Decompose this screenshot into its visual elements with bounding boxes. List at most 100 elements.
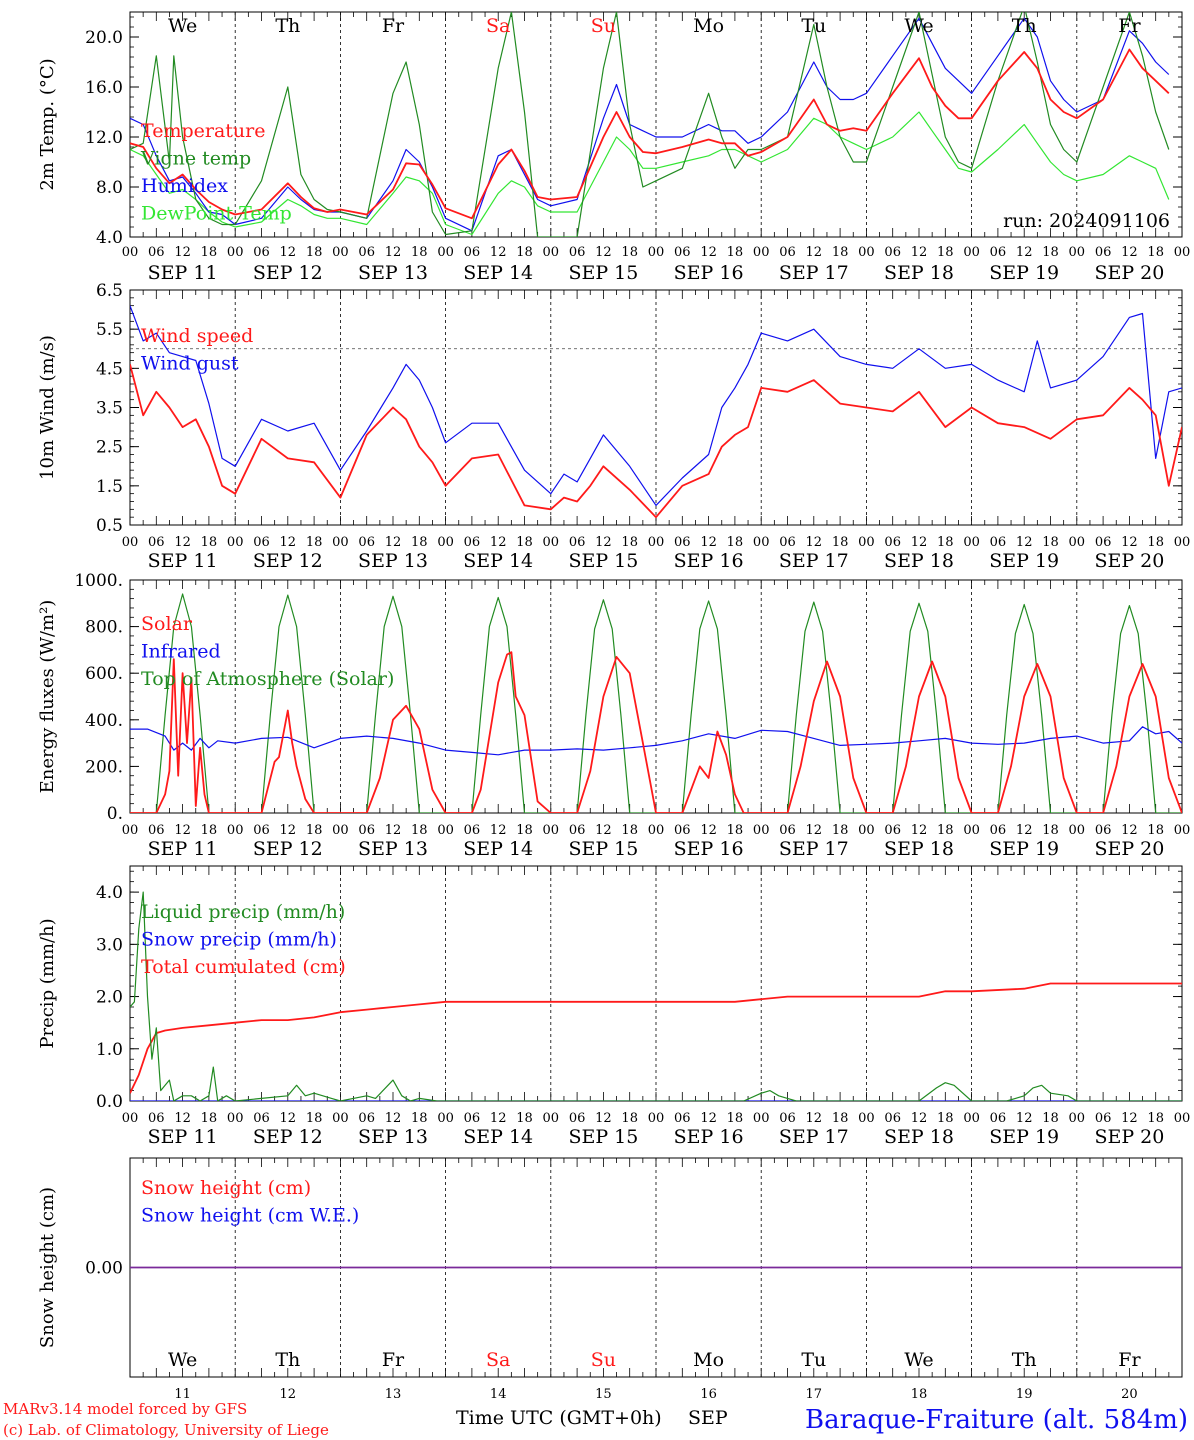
hour-tick-label: 00 bbox=[543, 535, 560, 550]
hour-tick-label: 06 bbox=[148, 535, 165, 550]
hour-tick-label: 06 bbox=[358, 823, 375, 838]
hour-tick-label: 12 bbox=[385, 1111, 402, 1126]
hour-tick-label: 12 bbox=[280, 823, 297, 838]
hour-tick-label: 12 bbox=[595, 535, 612, 550]
day-number-label: 15 bbox=[595, 1387, 612, 1402]
hour-tick-label: 06 bbox=[148, 823, 165, 838]
hour-tick-label: 18 bbox=[201, 245, 218, 260]
weekday-label: We bbox=[904, 15, 933, 37]
date-label: SEP 14 bbox=[463, 838, 533, 860]
y-tick-label: 0.5 bbox=[96, 516, 123, 536]
date-label: SEP 17 bbox=[779, 838, 849, 860]
date-label: SEP 13 bbox=[358, 550, 428, 572]
hour-tick-label: 18 bbox=[621, 245, 638, 260]
hour-tick-label: 00 bbox=[1069, 1111, 1086, 1126]
hour-tick-label: 12 bbox=[385, 535, 402, 550]
hour-tick-label: 00 bbox=[963, 1111, 980, 1126]
y-tick-label: 4.0 bbox=[96, 883, 123, 903]
date-label: SEP 16 bbox=[674, 838, 744, 860]
panel-2: 0.5 1.5 2.5 3.5 4.5 5.5 6.5 10m Wind (m/s) Wind … bbox=[37, 281, 1190, 572]
hour-tick-label: 12 bbox=[1121, 1111, 1138, 1126]
legend-entry: Total cumulated (cm) bbox=[141, 956, 346, 978]
series-line-dewpoint-temp bbox=[130, 111, 1170, 236]
hour-tick-label: 00 bbox=[648, 1111, 665, 1126]
legend-entry: Snow height (cm) bbox=[141, 1177, 311, 1199]
panels-group: 4.0 8.0 12.0 16.0 20.0 2m Temp. (°C) Temperatu… bbox=[37, 11, 1190, 1402]
hour-tick-label: 12 bbox=[700, 245, 717, 260]
hour-tick-label: 12 bbox=[490, 245, 507, 260]
hour-tick-label: 18 bbox=[411, 245, 428, 260]
hour-tick-label: 06 bbox=[779, 245, 796, 260]
hour-tick-label: 18 bbox=[727, 823, 744, 838]
hour-tick-label: 00 bbox=[753, 823, 770, 838]
hour-tick-label: 00 bbox=[543, 823, 560, 838]
hour-tick-label: 12 bbox=[1121, 535, 1138, 550]
xaxis-title: Time UTC (GMT+0h) bbox=[456, 1407, 662, 1429]
hour-tick-label: 18 bbox=[1042, 245, 1059, 260]
hour-tick-label: 12 bbox=[385, 245, 402, 260]
legend-entry: Wind gust bbox=[141, 353, 239, 375]
series-line-infrared bbox=[130, 726, 1182, 756]
hour-tick-label: 12 bbox=[806, 245, 823, 260]
date-label: SEP 15 bbox=[568, 550, 638, 572]
y-tick-label: 3.0 bbox=[96, 935, 123, 955]
date-label: SEP 19 bbox=[989, 838, 1059, 860]
hour-tick-label: 18 bbox=[832, 1111, 849, 1126]
run-label: run: 2024091106 bbox=[1003, 210, 1170, 232]
hour-tick-label: 12 bbox=[174, 245, 191, 260]
date-label: SEP 16 bbox=[674, 550, 744, 572]
hour-tick-label: 18 bbox=[1042, 1111, 1059, 1126]
hour-tick-label: 12 bbox=[174, 535, 191, 550]
legend-entry: Top of Atmosphere (Solar) bbox=[141, 668, 394, 690]
hour-tick-label: 18 bbox=[937, 535, 954, 550]
y-tick-label: 20.0 bbox=[85, 28, 123, 48]
y-axis-title: 2m Temp. (°C) bbox=[37, 58, 58, 190]
hour-tick-label: 06 bbox=[569, 823, 586, 838]
weekday-label: Mo bbox=[693, 15, 724, 37]
date-label: SEP 11 bbox=[148, 838, 218, 860]
hour-tick-label: 00 bbox=[122, 535, 139, 550]
hour-tick-label: 00 bbox=[122, 245, 139, 260]
date-label: SEP 12 bbox=[253, 1126, 323, 1148]
y-tick-label: 200. bbox=[85, 757, 123, 777]
hour-tick-label: 18 bbox=[1147, 245, 1164, 260]
hour-tick-label: 00 bbox=[1174, 535, 1191, 550]
y-tick-label: 0. bbox=[107, 804, 123, 824]
hour-tick-label: 12 bbox=[1121, 823, 1138, 838]
weekday-label: Su bbox=[591, 1349, 616, 1371]
legend-entry: Wind speed bbox=[141, 325, 253, 347]
legend-entry: Vigne temp bbox=[140, 148, 251, 170]
hour-tick-label: 12 bbox=[911, 245, 928, 260]
hour-tick-label: 06 bbox=[464, 535, 481, 550]
hour-tick-label: 12 bbox=[174, 823, 191, 838]
day-number-label: 14 bbox=[490, 1387, 507, 1402]
y-tick-label: 2.5 bbox=[96, 438, 123, 458]
date-label: SEP 18 bbox=[884, 262, 954, 284]
weekday-label: Fr bbox=[1118, 15, 1141, 37]
hour-tick-label: 06 bbox=[990, 823, 1007, 838]
weekday-label: We bbox=[168, 1349, 197, 1371]
hour-tick-label: 06 bbox=[358, 535, 375, 550]
hour-tick-label: 00 bbox=[1069, 245, 1086, 260]
day-number-label: 20 bbox=[1121, 1387, 1138, 1402]
hour-tick-label: 06 bbox=[884, 823, 901, 838]
hour-tick-label: 06 bbox=[148, 245, 165, 260]
hour-tick-label: 18 bbox=[1147, 1111, 1164, 1126]
weekday-label: Sa bbox=[486, 1349, 510, 1371]
date-label: SEP 15 bbox=[568, 262, 638, 284]
hour-tick-label: 18 bbox=[832, 823, 849, 838]
hour-tick-label: 06 bbox=[464, 1111, 481, 1126]
hour-tick-label: 18 bbox=[1042, 535, 1059, 550]
hour-tick-label: 00 bbox=[858, 245, 875, 260]
hour-tick-label: 18 bbox=[411, 535, 428, 550]
hour-tick-label: 06 bbox=[464, 823, 481, 838]
weekday-label: Su bbox=[591, 15, 616, 37]
date-label: SEP 18 bbox=[884, 550, 954, 572]
legend-entry: Infrared bbox=[141, 641, 221, 663]
hour-tick-label: 12 bbox=[700, 535, 717, 550]
legend-entry: Solar bbox=[141, 613, 193, 635]
y-tick-label: 1000. bbox=[74, 571, 123, 591]
date-label: SEP 12 bbox=[253, 550, 323, 572]
hour-tick-label: 00 bbox=[543, 1111, 560, 1126]
hour-tick-label: 12 bbox=[280, 535, 297, 550]
